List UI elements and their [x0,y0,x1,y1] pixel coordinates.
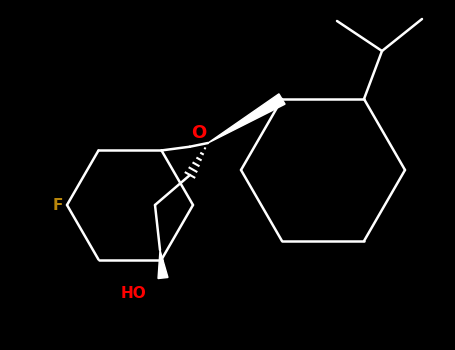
Polygon shape [208,94,285,143]
Text: F: F [53,197,63,212]
Text: O: O [191,124,206,142]
Polygon shape [158,250,168,279]
Text: HO: HO [120,286,146,301]
